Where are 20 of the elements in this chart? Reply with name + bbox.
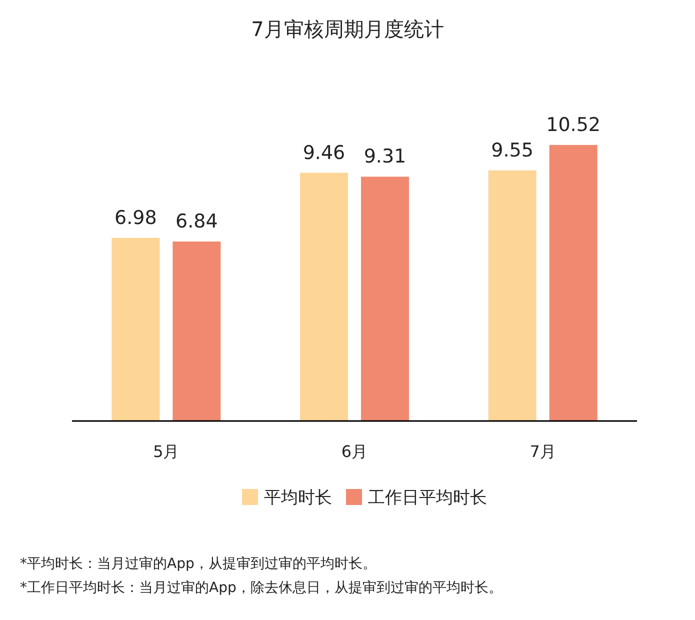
- data-label: 9.55: [491, 139, 534, 162]
- text: *工作日平均时长：当月过审的App，除去休息日，从提审到过审的平均时长。: [20, 580, 502, 596]
- data-label: 9.31: [364, 146, 406, 168]
- legend-label: 工作日平均时长: [368, 488, 487, 508]
- x-tick-label: 5月: [153, 442, 180, 461]
- data-label: 6.98: [114, 206, 157, 229]
- bar: [549, 144, 598, 421]
- data-label: 10.52: [546, 114, 601, 136]
- bar: [112, 238, 160, 421]
- bar: [488, 170, 536, 421]
- legend-label: 平均时长: [264, 488, 332, 508]
- x-tick-label: 7月: [530, 442, 556, 461]
- x-tick-label: 6月: [341, 442, 368, 461]
- bar: [172, 242, 221, 421]
- bar: [361, 176, 409, 421]
- text: *平均时长：当月过审的App，从提审到过审的平均时长。: [20, 556, 376, 572]
- bar: [300, 172, 348, 421]
- chart-title: 7月审核周期月度统计: [251, 17, 444, 41]
- data-label: 9.46: [302, 142, 346, 164]
- data-label: 6.84: [176, 210, 218, 233]
